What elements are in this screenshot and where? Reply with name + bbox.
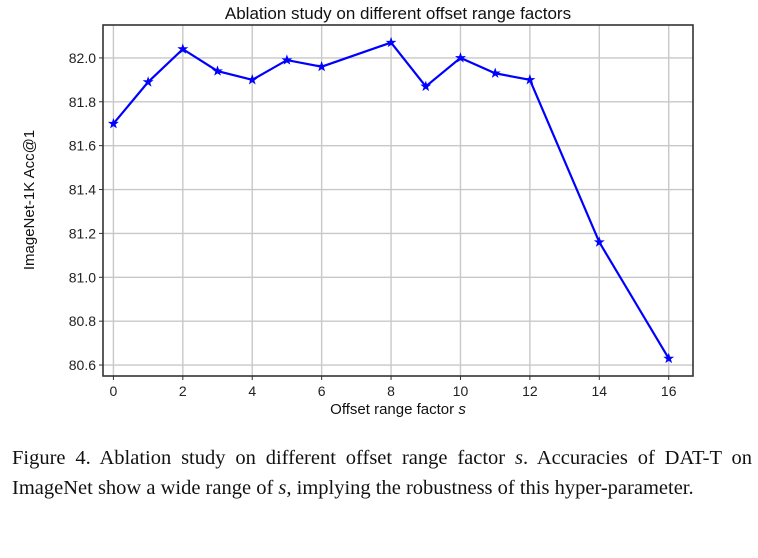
chart-title: Ablation study on different offset range… — [225, 4, 571, 23]
plot-frame — [102, 24, 694, 377]
caption-prefix: Figure 4. Ablation study on different of… — [12, 447, 515, 469]
y-tick-label: 81.6 — [69, 138, 96, 154]
data-point-star-marker — [177, 43, 189, 54]
line-chart: Ablation study on different offset range… — [21, 4, 694, 418]
data-point-star-marker — [524, 74, 536, 85]
data-point-star-marker — [593, 236, 605, 247]
y-tick-label: 81.8 — [69, 94, 96, 110]
x-axis-label: Offset range factor s — [330, 401, 466, 418]
y-ticks: 80.6 80.8 81.0 81.2 81.4 81.6 81.8 82.0 — [69, 50, 103, 373]
grid — [103, 25, 693, 376]
data-point-star-marker — [663, 352, 675, 364]
x-tick-label: 14 — [592, 383, 608, 399]
x-tick-label: 4 — [248, 383, 256, 399]
x-tick-label: 2 — [179, 383, 187, 399]
y-tick-label: 81.4 — [69, 182, 96, 198]
x-axis-label-text: Offset range factor — [330, 401, 454, 418]
x-tick-label: 10 — [453, 383, 469, 399]
x-tick-label: 16 — [661, 383, 677, 399]
caption-var: s — [515, 447, 523, 469]
data-point-star-marker — [420, 80, 432, 92]
data-point-star-marker — [212, 65, 223, 76]
x-tick-label: 8 — [387, 383, 395, 399]
x-tick-label: 6 — [318, 383, 326, 399]
caption-var: s — [278, 477, 287, 499]
data-point-star-marker — [281, 54, 293, 65]
x-axis-label-var: s — [458, 401, 466, 418]
caption-suffix: , implying the robustness of this hyper-… — [286, 477, 694, 499]
caption-middle: . Accuracies of DAT-T on ImageNet show a… — [12, 447, 752, 499]
y-tick-label: 81.0 — [69, 269, 96, 285]
data-point-star-marker — [107, 117, 119, 129]
data-point-star-marker — [385, 36, 397, 48]
data-point-star-marker — [455, 52, 466, 63]
y-tick-label: 80.8 — [69, 313, 96, 329]
series-line — [112, 41, 670, 360]
x-tick-label: 0 — [110, 383, 118, 399]
figure-caption: Figure 4. Ablation study on different of… — [12, 443, 752, 503]
y-tick-label: 80.6 — [69, 357, 96, 373]
series — [107, 36, 675, 364]
data-point-star-marker — [489, 67, 501, 78]
y-tick-label: 82.0 — [69, 50, 96, 66]
y-axis-label: ImageNet-1K Acc@1 — [21, 130, 38, 270]
x-tick-label: 12 — [522, 383, 538, 399]
data-point-star-marker — [142, 76, 154, 87]
data-point-star-marker — [246, 74, 258, 85]
y-tick-label: 81.2 — [69, 225, 96, 241]
x-ticks: 0 2 4 6 8 10 12 14 16 — [110, 376, 677, 399]
data-point-star-marker — [316, 60, 328, 72]
